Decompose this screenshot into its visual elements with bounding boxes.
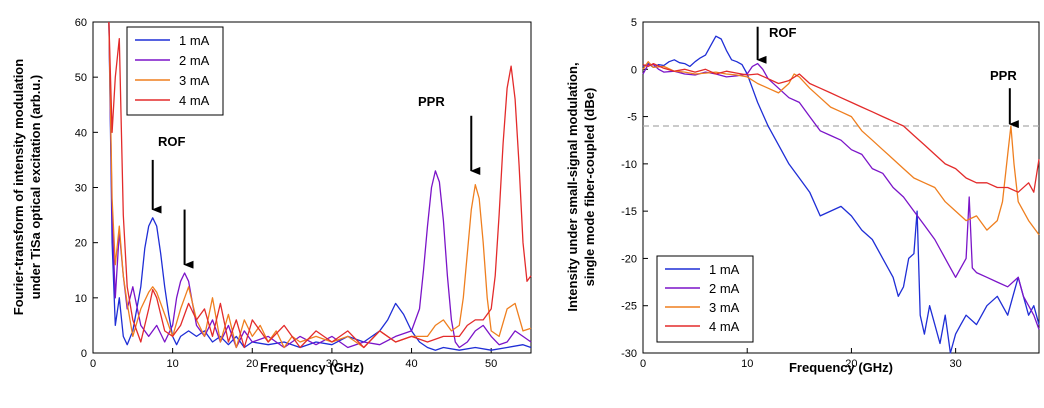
right-y-tick-label: -30 — [621, 348, 637, 360]
left-legend-label-3ma: 3 mA — [179, 73, 210, 88]
right-series-lines — [642, 35, 1040, 354]
left-legend-label-1ma: 1 mA — [179, 33, 210, 48]
left-arrows — [151, 115, 481, 269]
left-chart: 0 10 20 30 40 50 0 10 20 30 40 50 60 ROF PPR Frequen… — [11, 17, 532, 375]
left-x-tick-label: 50 — [485, 358, 497, 370]
left-series-line-3ma — [108, 21, 532, 349]
left-series-line-1ma — [108, 21, 532, 351]
right-plot-frame — [642, 21, 1040, 354]
left-y-tick-label: 40 — [75, 127, 87, 139]
left-y-axis-label-line1: Fourier-transform of intensity modulatio… — [11, 59, 26, 315]
right-y-axis-label-line2: single mode fiber-coupled (dBe) — [582, 88, 597, 287]
right-legend-label-4ma: 4 mA — [709, 319, 740, 334]
right-y-axis-label-line1: Intensity under small-signal modulation, — [565, 62, 580, 311]
right-x-tick-label: 0 — [640, 358, 646, 370]
right-legend-label-1ma: 1 mA — [709, 262, 740, 277]
left-annotation-ppr: PPR — [418, 94, 445, 109]
right-series-line-1ma — [642, 35, 1040, 354]
left-legend-label-4ma: 4 mA — [179, 93, 210, 108]
right-legend-box — [656, 255, 754, 343]
right-chart: 0 10 20 30 5 0 -5 -10 -15 -20 -25 -30 ROF PPR Frequ… — [565, 17, 1040, 375]
left-y-tick-label: 10 — [75, 293, 87, 305]
right-y-tick-label: -20 — [621, 253, 637, 265]
left-y-tick-label: 60 — [75, 17, 87, 29]
right-annotation-rof: ROF — [769, 25, 797, 40]
left-legend: 1 mA 2 mA 3 mA 4 mA — [126, 26, 224, 116]
right-y-tick-label: -10 — [621, 159, 637, 171]
right-arrows — [756, 26, 1019, 129]
left-x-tick-label: 0 — [90, 358, 96, 370]
left-x-tick-label: 20 — [246, 358, 258, 370]
left-legend-label-2ma: 2 mA — [179, 53, 210, 68]
left-x-tick-label: 40 — [405, 358, 417, 370]
left-series-line-2ma — [108, 21, 532, 349]
right-series-line-3ma — [642, 61, 1040, 236]
right-x-tick-label: 10 — [741, 358, 753, 370]
left-annotation-rof: ROF — [158, 134, 186, 149]
right-y-tick-label: -25 — [621, 301, 637, 313]
left-y-tick-label: 30 — [75, 183, 87, 195]
right-x-tick-label: 20 — [845, 358, 857, 370]
left-series-line-4ma — [108, 21, 532, 349]
left-series-lines — [108, 21, 532, 351]
left-x-tick-label: 30 — [326, 358, 338, 370]
right-legend-label-3ma: 3 mA — [709, 300, 740, 315]
right-x-tick-label: 30 — [950, 358, 962, 370]
right-legend: 1 mA 2 mA 3 mA 4 mA — [656, 255, 754, 343]
left-y-axis-label-line2: under TiSa optical excitation (arb.u.) — [28, 75, 43, 299]
right-y-tick-label: 0 — [631, 64, 637, 76]
left-x-axis-label: Frequency (GHz) — [260, 360, 364, 375]
right-annotation-ppr: PPR — [990, 68, 1017, 83]
left-y-tick-label: 50 — [75, 72, 87, 84]
left-x-tick-label: 10 — [167, 358, 179, 370]
right-y-tick-label: -15 — [621, 206, 637, 218]
left-y-tick-label: 0 — [81, 348, 87, 360]
left-ticks: 0 10 20 30 40 50 0 10 20 30 40 50 60 — [75, 17, 498, 370]
right-y-tick-label: 5 — [631, 17, 637, 29]
right-x-axis-label: Frequency (GHz) — [789, 360, 893, 375]
right-y-tick-label: -5 — [627, 112, 637, 124]
right-series-line-4ma — [642, 62, 1040, 193]
left-y-tick-label: 20 — [75, 238, 87, 250]
right-ticks: 0 10 20 30 5 0 -5 -10 -15 -20 -25 -30 — [621, 17, 962, 370]
right-legend-label-2ma: 2 mA — [709, 281, 740, 296]
